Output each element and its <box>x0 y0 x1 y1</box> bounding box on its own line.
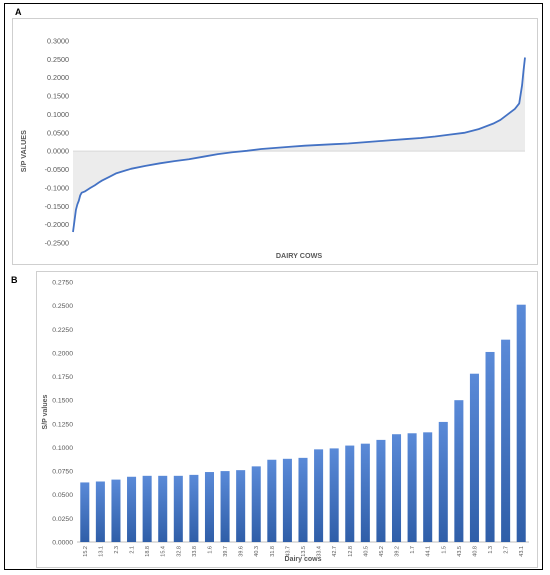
figure-frame <box>4 3 543 570</box>
y-tick-label: 0.0500 <box>52 492 73 499</box>
x-axis-title: Dairy cows <box>285 556 322 563</box>
x-tick-label: 33.4 <box>317 546 323 557</box>
y-tick-label: 0.2000 <box>52 350 73 357</box>
bar <box>158 475 168 542</box>
x-tick-label: 39.2 <box>395 546 401 557</box>
x-tick-label: 2.7 <box>504 546 510 554</box>
x-tick-label: 1.5 <box>441 546 447 554</box>
y-tick-label: 0.3000 <box>47 37 69 46</box>
y-tick-label: 0.0000 <box>47 147 69 156</box>
x-tick-label: 18.8 <box>145 546 151 557</box>
x-tick-label: 32.8 <box>176 546 182 557</box>
y-tick-label: 0.1500 <box>52 398 73 405</box>
y-tick-label: 0.0750 <box>52 469 73 476</box>
panel-b-label: B <box>11 275 18 285</box>
x-tick-label: 31.8 <box>270 546 276 557</box>
x-tick-label: 43.1 <box>519 546 525 557</box>
bar <box>438 421 448 542</box>
panel-b-box: 0.0000 0.0250 0.0500 0.0750 0.1000 0.1250 0.15… <box>36 271 538 568</box>
y-tick-label: 0.1250 <box>52 421 73 428</box>
y-tick-label: -0.2000 <box>45 220 69 229</box>
x-tick-label: 39.6 <box>239 546 245 557</box>
y-tick-label: -0.1000 <box>45 183 69 192</box>
y-tick-label: -0.0500 <box>45 165 69 174</box>
bar <box>407 433 417 542</box>
bar <box>376 439 386 542</box>
bar <box>501 339 511 542</box>
y-tick-label: 0.1000 <box>47 110 69 119</box>
area-fill <box>73 57 525 232</box>
x-tick-label: 43.5 <box>457 546 463 557</box>
bar <box>282 458 292 542</box>
x-tick-label: 13.1 <box>98 546 104 557</box>
line-chart: -0.2500 -0.2000 -0.1500 -0.1000 -0.0500 0.000… <box>19 37 526 260</box>
y-tick-label: 0.1000 <box>52 445 73 452</box>
bar <box>345 445 355 542</box>
bar <box>391 434 402 542</box>
bar <box>485 351 495 542</box>
bar <box>204 472 215 542</box>
y-tick-label: 0.0000 <box>52 540 73 547</box>
y-tick-label: 0.1500 <box>47 92 69 101</box>
bar <box>454 400 464 542</box>
bar <box>298 457 308 542</box>
x-tick-label: 43.7 <box>285 546 291 557</box>
bar <box>251 466 261 542</box>
bar <box>95 481 105 542</box>
x-tick-label: 15.4 <box>161 546 167 557</box>
y-tick-label: -0.1500 <box>45 202 69 211</box>
x-tick-label: 44.1 <box>426 546 432 557</box>
x-tick-label: 45.2 <box>379 546 385 557</box>
bar <box>173 475 183 542</box>
y-tick-label: 0.2500 <box>52 303 73 310</box>
bar <box>142 475 152 542</box>
bar <box>127 476 137 542</box>
bar <box>360 443 370 542</box>
bar <box>329 448 339 542</box>
x-tick-label: 15.2 <box>83 546 89 557</box>
x-tick-label: 40.3 <box>254 546 260 557</box>
x-tick-label: 2.3 <box>114 546 120 554</box>
x-tick-label: 42.7 <box>332 546 338 557</box>
x-axis-title: DAIRY COWS <box>276 251 323 260</box>
y-tick-label: 0.0250 <box>52 516 73 523</box>
x-tick-label: 33.8 <box>192 546 198 557</box>
bar-chart: 0.0000 0.0250 0.0500 0.0750 0.1000 0.1250 0.15… <box>42 280 529 563</box>
bar <box>469 373 479 542</box>
x-tick-label: 40.8 <box>472 546 478 557</box>
x-tick-label: 2.1 <box>130 546 136 554</box>
y-tick-label: -0.2500 <box>45 239 69 248</box>
bar <box>267 459 277 542</box>
x-tick-label: 39.7 <box>223 546 229 557</box>
x-tick-label: 1.3 <box>488 546 494 554</box>
bar <box>220 471 230 542</box>
y-tick-label: 0.0500 <box>47 128 69 137</box>
y-tick-label: 0.2500 <box>47 55 69 64</box>
y-tick-label: 0.2000 <box>47 73 69 82</box>
bar <box>111 479 121 542</box>
y-axis-title: S/P VALUES <box>19 130 28 172</box>
x-tick-label: 1.6 <box>207 546 213 554</box>
bar <box>80 482 90 542</box>
x-tick-label: 13.5 <box>301 546 307 557</box>
bar <box>189 474 199 542</box>
x-tick-label: 40.5 <box>363 546 369 557</box>
y-tick-label: 0.1750 <box>52 374 73 381</box>
y-axis-title: S/P values <box>42 394 49 429</box>
bar <box>236 470 246 542</box>
y-tick-label: 0.2750 <box>52 280 73 287</box>
y-tick-label: 0.2250 <box>52 327 73 334</box>
bar <box>314 449 324 542</box>
x-tick-label: 1.7 <box>410 546 416 554</box>
x-tick-label: 12.8 <box>348 546 354 557</box>
series-line <box>72 57 526 233</box>
panel-a-box: -0.2500 -0.2000 -0.1500 -0.1000 -0.0500 0.000… <box>12 18 538 265</box>
bar <box>423 432 433 542</box>
bar <box>516 304 526 542</box>
panel-a-label: A <box>15 7 22 17</box>
